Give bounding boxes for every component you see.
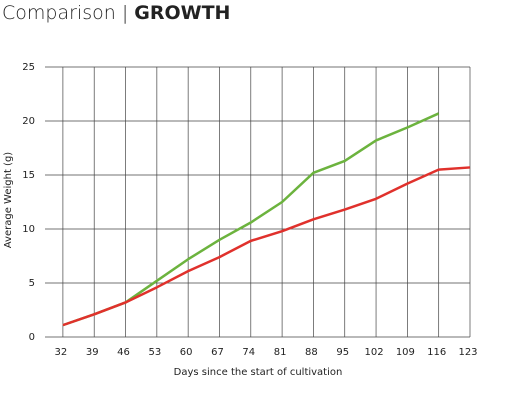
title-text: Comparison xyxy=(2,2,116,24)
y-tick-label: 15 xyxy=(22,170,35,181)
data-line xyxy=(62,166,471,327)
title-separator: | xyxy=(122,2,128,24)
x-tick-label: 67 xyxy=(211,347,224,358)
x-tick-label: 123 xyxy=(458,347,477,358)
x-tick-label: 116 xyxy=(427,347,446,358)
x-tick-label: 95 xyxy=(336,347,349,358)
y-tick-label: 20 xyxy=(22,116,35,127)
x-tick-label: 46 xyxy=(117,347,130,358)
x-tick-label: 74 xyxy=(242,347,255,358)
x-tick-label: 39 xyxy=(86,347,99,358)
x-tick-label: 81 xyxy=(274,347,287,358)
chart-title: Comparison | GROWTH xyxy=(2,2,230,24)
x-axis-label: Days since the start of cultivation xyxy=(174,367,343,378)
y-tick-label: 0 xyxy=(29,332,35,343)
x-tick-label: 60 xyxy=(180,347,193,358)
x-tick-label: 32 xyxy=(55,347,68,358)
x-tick-label: 109 xyxy=(396,347,415,358)
x-tick-label: 53 xyxy=(148,347,161,358)
y-tick-label: 5 xyxy=(29,278,35,289)
y-axis-label: Average Weight (g) xyxy=(3,152,14,249)
y-tick-label: 25 xyxy=(22,62,35,73)
y-tick-label: 10 xyxy=(22,224,35,235)
title-emphasis: GROWTH xyxy=(134,2,230,24)
x-tick-label: 88 xyxy=(305,347,318,358)
x-tick-label: 102 xyxy=(365,347,384,358)
